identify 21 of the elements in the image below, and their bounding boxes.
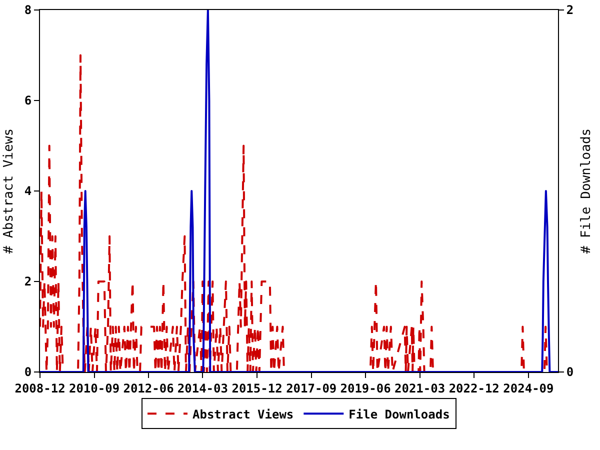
x-tick-label: 2010-09 [68, 381, 120, 396]
y-axis-title: # Abstract Views [1, 128, 16, 254]
x-tick-label: 2019-06 [340, 381, 391, 396]
x-tick-label: 2022-12 [448, 381, 500, 396]
y-tick-label: 6 [24, 94, 32, 108]
x-tick-label: 2014-03 [177, 381, 228, 396]
y2-axis-title: # File Downloads [579, 128, 594, 254]
x-tick-label: 2017-09 [286, 381, 337, 396]
x-tick-label: 2012-06 [123, 381, 174, 396]
y-tick-label: 0 [24, 365, 32, 380]
x-tick-label: 2008-12 [14, 381, 66, 396]
x-tick-label: 2024-09 [503, 381, 554, 396]
legend-label: File Downloads [348, 407, 450, 422]
y-tick-label: 2 [24, 274, 32, 289]
y2-tick-label: 0 [566, 365, 574, 380]
legend-label: Abstract Views [192, 407, 294, 422]
y-tick-label: 4 [24, 184, 32, 198]
y-tick-label: 8 [24, 3, 32, 18]
y2-tick-label: 2 [566, 3, 574, 18]
x-tick-label: 2015-12 [232, 381, 282, 396]
x-tick-label: 2021-03 [394, 381, 446, 396]
